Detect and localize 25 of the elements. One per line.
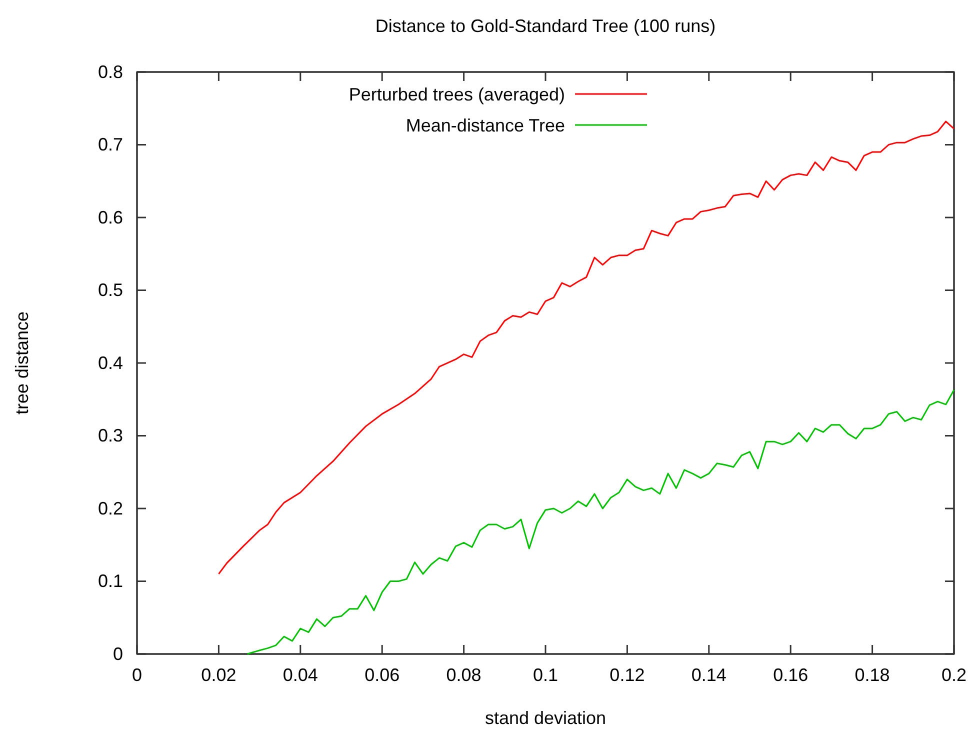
y-tick-label: 0.6 bbox=[98, 207, 123, 228]
y-tick-label: 0.5 bbox=[98, 280, 123, 300]
y-axis-title: tree distance bbox=[12, 311, 32, 415]
x-axis-title: stand deviation bbox=[484, 708, 606, 728]
y-tick-label: 0.4 bbox=[98, 352, 123, 373]
y-tick-label: 0.8 bbox=[98, 62, 123, 82]
x-tick-label: 0.16 bbox=[773, 664, 808, 685]
x-tick-label: 0.2 bbox=[941, 664, 967, 685]
x-tick-label: 0.18 bbox=[854, 664, 890, 685]
x-tick-label: 0.08 bbox=[446, 664, 482, 685]
y-tick-label: 0.1 bbox=[98, 571, 123, 592]
x-tick-label: 0 bbox=[132, 664, 142, 685]
chart-title: Distance to Gold-Standard Tree (100 runs) bbox=[375, 16, 716, 36]
y-tick-label: 0.3 bbox=[98, 426, 123, 446]
legend-label: Mean-distance Tree bbox=[406, 115, 565, 136]
x-tick-label: 0.14 bbox=[691, 664, 726, 685]
x-tick-label: 0.1 bbox=[532, 664, 558, 685]
x-tick-label: 0.12 bbox=[610, 664, 645, 685]
y-tick-label: 0 bbox=[112, 644, 123, 664]
x-tick-label: 0.06 bbox=[364, 664, 400, 685]
y-tick-label: 0.2 bbox=[98, 498, 123, 518]
legend-label: Perturbed trees (averaged) bbox=[348, 84, 565, 104]
x-tick-label: 0.04 bbox=[282, 664, 318, 685]
x-tick-label: 0.02 bbox=[201, 664, 236, 685]
y-tick-label: 0.7 bbox=[98, 134, 123, 155]
